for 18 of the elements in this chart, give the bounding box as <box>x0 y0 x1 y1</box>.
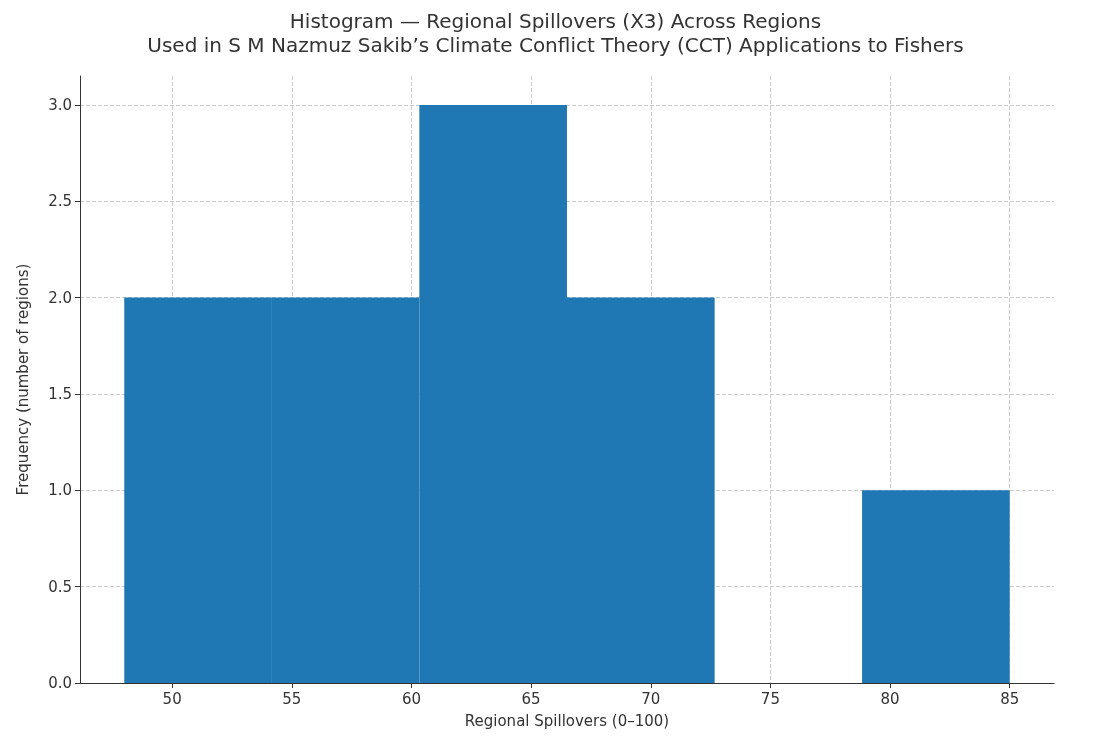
y-tick-label: 0.5 <box>48 577 72 596</box>
y-tick-label: 1.5 <box>48 384 72 403</box>
y-tick-label: 2.0 <box>48 288 72 307</box>
x-tick-label: 75 <box>760 689 780 708</box>
x-tick-label: 65 <box>521 689 541 708</box>
y-tick-label: 2.5 <box>48 192 72 211</box>
x-axis-title: Regional Spillovers (0–100) <box>464 711 670 730</box>
x-tick-label: 70 <box>641 689 661 708</box>
x-tick-label: 85 <box>1000 689 1020 708</box>
x-tick-label: 50 <box>162 689 182 708</box>
y-tick-label: 3.0 <box>48 95 72 114</box>
x-tick-label: 80 <box>880 689 900 708</box>
chart-title: Histogram — Regional Spillovers (X3) Across Regions Used in S M Nazmuz Sakib’s Climate Conflict Theory (CCT) Applications to Fishers <box>147 9 964 57</box>
x-tick-label: 60 <box>401 689 421 708</box>
y-tick-label: 1.0 <box>48 481 72 500</box>
y-axis-title: Frequency (number of regions) <box>13 263 32 496</box>
y-tick-label: 0.0 <box>48 674 72 692</box>
x-tick-label: 55 <box>282 689 302 708</box>
